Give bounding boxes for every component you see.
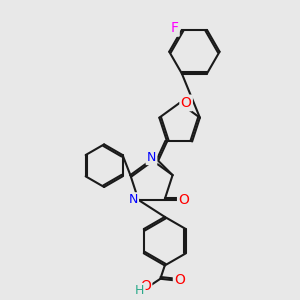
Text: F: F bbox=[170, 21, 178, 35]
Text: O: O bbox=[181, 96, 192, 110]
Text: N: N bbox=[147, 151, 156, 164]
Text: O: O bbox=[174, 273, 185, 287]
Text: O: O bbox=[140, 279, 151, 293]
Text: H: H bbox=[135, 284, 144, 297]
Text: O: O bbox=[178, 193, 189, 207]
Text: N: N bbox=[128, 194, 138, 206]
